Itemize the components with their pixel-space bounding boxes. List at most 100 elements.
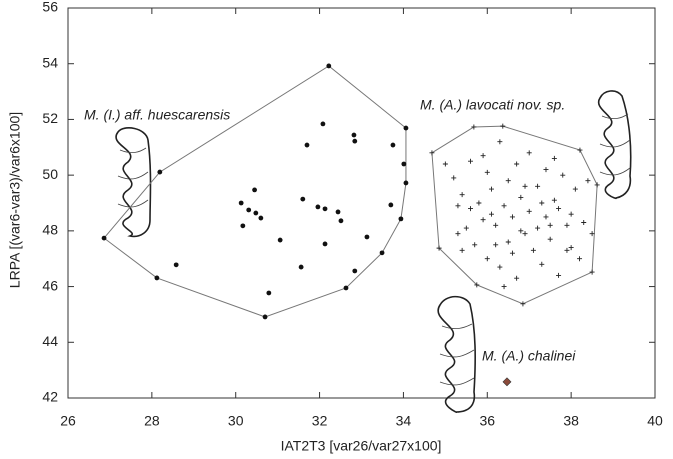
data-point [322, 241, 328, 247]
hull-outline [431, 125, 598, 305]
data-point [480, 153, 486, 159]
y-tick-label: 56 [42, 0, 58, 15]
data-point [476, 200, 482, 206]
data-point [468, 206, 474, 212]
data-point [543, 167, 549, 173]
data-point [442, 161, 448, 167]
data-point [572, 186, 578, 192]
data-point [514, 275, 520, 281]
data-point [398, 216, 404, 222]
series-annotation: M. (A.) lavocati nov. sp. [420, 97, 565, 113]
y-tick-label: 46 [42, 277, 58, 293]
data-point [403, 180, 409, 186]
data-point [518, 228, 524, 234]
data-point [585, 178, 591, 184]
data-point [352, 138, 358, 144]
data-point [258, 215, 264, 221]
x-tick-label: 36 [479, 413, 495, 429]
data-point [589, 269, 595, 275]
data-point [500, 123, 506, 129]
data-point [157, 169, 163, 175]
data-point [468, 158, 474, 164]
data-point [401, 161, 407, 167]
data-point [539, 261, 545, 267]
data-point [551, 155, 557, 161]
data-point [497, 264, 503, 270]
data-point [343, 285, 349, 291]
data-point [463, 225, 469, 231]
y-tick-label: 54 [42, 54, 58, 70]
y-tick-label: 42 [42, 389, 58, 405]
data-point [352, 268, 358, 274]
x-tick-label: 26 [60, 413, 76, 429]
series-annotation: M. (I.) aff. huescarensis [84, 107, 230, 123]
data-point [436, 245, 442, 251]
data-point [390, 142, 396, 148]
data-point [484, 169, 490, 175]
data-point [154, 275, 160, 281]
x-tick-label: 40 [647, 413, 663, 429]
data-point [246, 207, 252, 213]
data-point [522, 231, 528, 237]
data-point [277, 237, 283, 243]
data-point [493, 222, 499, 228]
data-point [388, 202, 394, 208]
data-point [568, 211, 574, 217]
data-point [509, 214, 515, 220]
data-point [502, 377, 512, 387]
data-point [240, 223, 246, 229]
data-point [535, 225, 541, 231]
tooth-illustration [597, 90, 632, 200]
data-point [501, 203, 507, 209]
data-point [556, 206, 562, 212]
data-point [488, 211, 494, 217]
data-point [262, 314, 268, 320]
data-point [173, 262, 179, 268]
data-point [547, 236, 553, 242]
data-point [322, 206, 328, 212]
data-point [564, 222, 570, 228]
y-tick-label: 52 [42, 110, 58, 126]
data-point [560, 172, 566, 178]
data-point [505, 239, 511, 245]
data-point [505, 178, 511, 184]
data-point [535, 183, 541, 189]
data-point [471, 124, 477, 130]
x-axis-label: IAT2T3 [var26/var27x100] [281, 438, 442, 454]
data-point [543, 214, 549, 220]
data-point [351, 132, 357, 138]
data-point [514, 161, 520, 167]
data-point [304, 142, 310, 148]
data-point [522, 183, 528, 189]
data-point [298, 264, 304, 270]
tooth-illustration [437, 295, 476, 414]
data-point [253, 210, 259, 216]
data-point [493, 242, 499, 248]
data-point [568, 245, 574, 251]
data-point [266, 290, 272, 296]
data-point [577, 147, 583, 153]
data-point [335, 209, 341, 215]
data-point [451, 175, 457, 181]
data-point [547, 222, 553, 228]
x-tick-label: 30 [228, 413, 244, 429]
data-point [589, 231, 595, 237]
data-point [526, 150, 532, 156]
x-tick-label: 32 [312, 413, 328, 429]
data-point [556, 272, 562, 278]
data-point [238, 200, 244, 206]
data-point [518, 194, 524, 200]
data-point [484, 256, 490, 262]
data-point [326, 63, 332, 69]
x-tick-label: 28 [144, 413, 160, 429]
data-point [338, 218, 344, 224]
data-point [581, 220, 587, 225]
data-point [474, 282, 480, 288]
data-point [509, 250, 515, 256]
plot-frame [67, 7, 656, 399]
data-point [459, 247, 465, 253]
data-point [539, 200, 545, 206]
data-point [101, 235, 107, 241]
y-tick-label: 50 [42, 166, 58, 182]
y-axis-label: LRPA [(var6-var3)/var6x100] [7, 112, 23, 288]
